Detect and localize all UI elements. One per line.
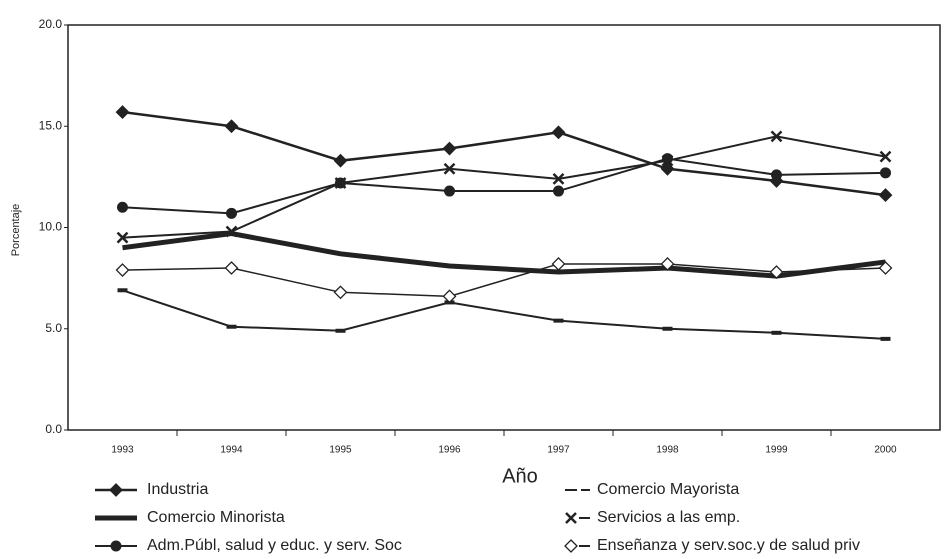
x-tick-label: 1997	[547, 445, 570, 456]
marker	[333, 153, 348, 168]
plot-frame	[67, 24, 941, 431]
y-axis-label: Porcentaje	[10, 204, 22, 257]
series-line	[122, 110, 886, 197]
marker	[335, 177, 346, 189]
marker	[552, 173, 565, 185]
marker	[770, 130, 783, 143]
series-line	[122, 135, 886, 239]
x-tick-label: 2000	[874, 445, 897, 456]
marker	[878, 261, 893, 275]
marker	[443, 162, 456, 175]
legend-label: Servicios a las emp.	[597, 509, 740, 526]
marker	[442, 289, 457, 304]
marker	[553, 185, 564, 197]
legend-label: Comercio Minorista	[147, 509, 285, 526]
x-axis-label: Año	[502, 465, 538, 487]
marker	[878, 188, 893, 203]
marker	[880, 167, 891, 179]
marker	[110, 540, 122, 552]
legend-label: Adm.Públ, salud y educ. y serv. Soc	[147, 537, 402, 554]
series-line	[122, 263, 886, 298]
marker	[662, 153, 673, 165]
marker	[116, 231, 129, 244]
marker	[109, 483, 123, 497]
marker	[115, 263, 130, 277]
series-line	[122, 289, 886, 340]
y-tick-label: 20.0	[39, 17, 63, 31]
marker	[225, 225, 238, 238]
marker	[117, 201, 128, 213]
legend-label: Industria	[147, 481, 208, 498]
y-tick-label: 5.0	[45, 321, 62, 335]
x-tick-label: 1999	[765, 445, 788, 456]
marker	[565, 512, 577, 524]
legend-label: Enseñanza y serv.soc.y de salud priv	[597, 537, 860, 554]
marker	[771, 169, 782, 181]
marker	[551, 257, 566, 271]
x-tick-label: 1995	[329, 445, 352, 456]
marker	[444, 185, 455, 197]
y-tick-label: 10.0	[39, 220, 63, 234]
marker	[769, 265, 784, 279]
marker	[115, 105, 130, 119]
marker	[224, 119, 239, 134]
marker	[333, 285, 348, 300]
y-tick-label: 0.0	[45, 422, 62, 436]
series-line	[122, 157, 886, 215]
marker	[660, 161, 675, 176]
x-tick-label: 1996	[438, 445, 461, 456]
x-tick-label: 1994	[220, 445, 243, 456]
marker	[564, 539, 578, 553]
x-tick-label: 1998	[656, 445, 679, 456]
marker	[224, 261, 239, 275]
marker	[226, 207, 237, 219]
legend-label: Comercio Mayorista	[597, 481, 739, 498]
y-tick-label: 15.0	[39, 118, 63, 132]
series-line	[122, 231, 886, 279]
marker	[660, 257, 675, 271]
marker	[879, 150, 892, 163]
x-tick-label: 1993	[111, 445, 134, 456]
marker	[442, 141, 457, 156]
marker	[551, 125, 566, 140]
